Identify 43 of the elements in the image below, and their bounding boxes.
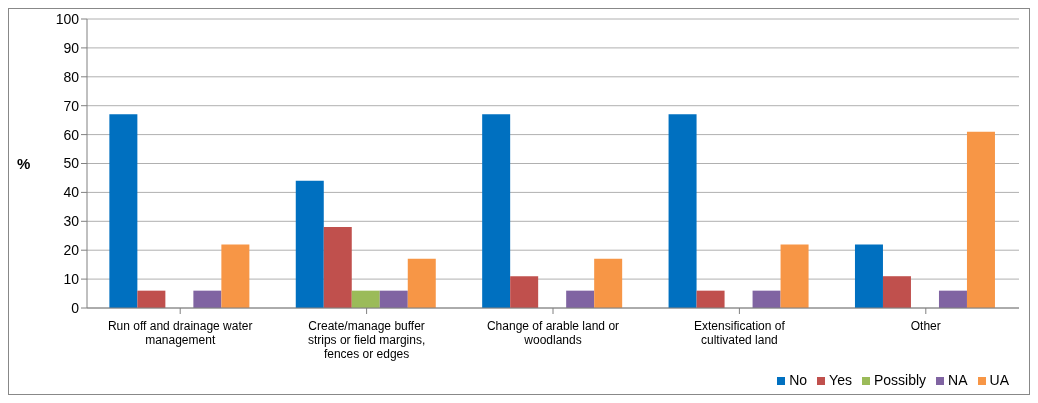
bar bbox=[854, 244, 883, 308]
bar bbox=[407, 258, 436, 308]
y-tick-label: 0 bbox=[71, 299, 80, 316]
bar bbox=[109, 114, 138, 308]
y-tick-label: 40 bbox=[63, 184, 80, 201]
bar bbox=[510, 276, 539, 308]
bar bbox=[351, 290, 380, 308]
y-tick-label: 80 bbox=[63, 68, 80, 85]
y-tick-label: 90 bbox=[63, 39, 80, 56]
legend-label: No bbox=[789, 372, 808, 388]
legend-label: Yes bbox=[829, 372, 852, 388]
y-tick-label: 50 bbox=[63, 155, 80, 172]
y-tick-label: 60 bbox=[63, 126, 80, 143]
bar bbox=[938, 290, 967, 308]
bar bbox=[780, 244, 809, 308]
y-tick-label: 100 bbox=[55, 10, 80, 27]
bar bbox=[966, 131, 995, 308]
legend-label: Possibly bbox=[873, 372, 927, 388]
y-tick-label: 10 bbox=[63, 271, 80, 288]
legend-label: NA bbox=[948, 372, 968, 388]
y-tick-label: 70 bbox=[63, 97, 80, 114]
bar bbox=[221, 244, 250, 308]
bar bbox=[566, 290, 595, 308]
y-axis-title: % bbox=[17, 154, 31, 172]
bar bbox=[379, 290, 408, 308]
y-tick-label: 20 bbox=[63, 242, 80, 259]
bar bbox=[295, 180, 324, 308]
x-tick-label: Other bbox=[910, 319, 941, 333]
bar bbox=[696, 290, 725, 308]
bar bbox=[137, 290, 166, 308]
x-tick-label: Change of arable land or woodlands bbox=[486, 319, 620, 347]
bar bbox=[482, 114, 511, 308]
bar bbox=[193, 290, 222, 308]
bar bbox=[882, 276, 911, 308]
bar bbox=[668, 114, 697, 308]
y-tick-label: 30 bbox=[63, 213, 80, 230]
x-tick-label: Create/manage buffer strips or field margins, fences or edges bbox=[307, 319, 426, 361]
x-tick-label: Extensification of cultivated land bbox=[694, 319, 786, 347]
legend-label: UA bbox=[989, 372, 1009, 388]
x-tick-label: Run off and drainage water management bbox=[107, 319, 253, 347]
bar bbox=[594, 258, 623, 308]
bar bbox=[323, 227, 352, 308]
bar bbox=[752, 290, 781, 308]
